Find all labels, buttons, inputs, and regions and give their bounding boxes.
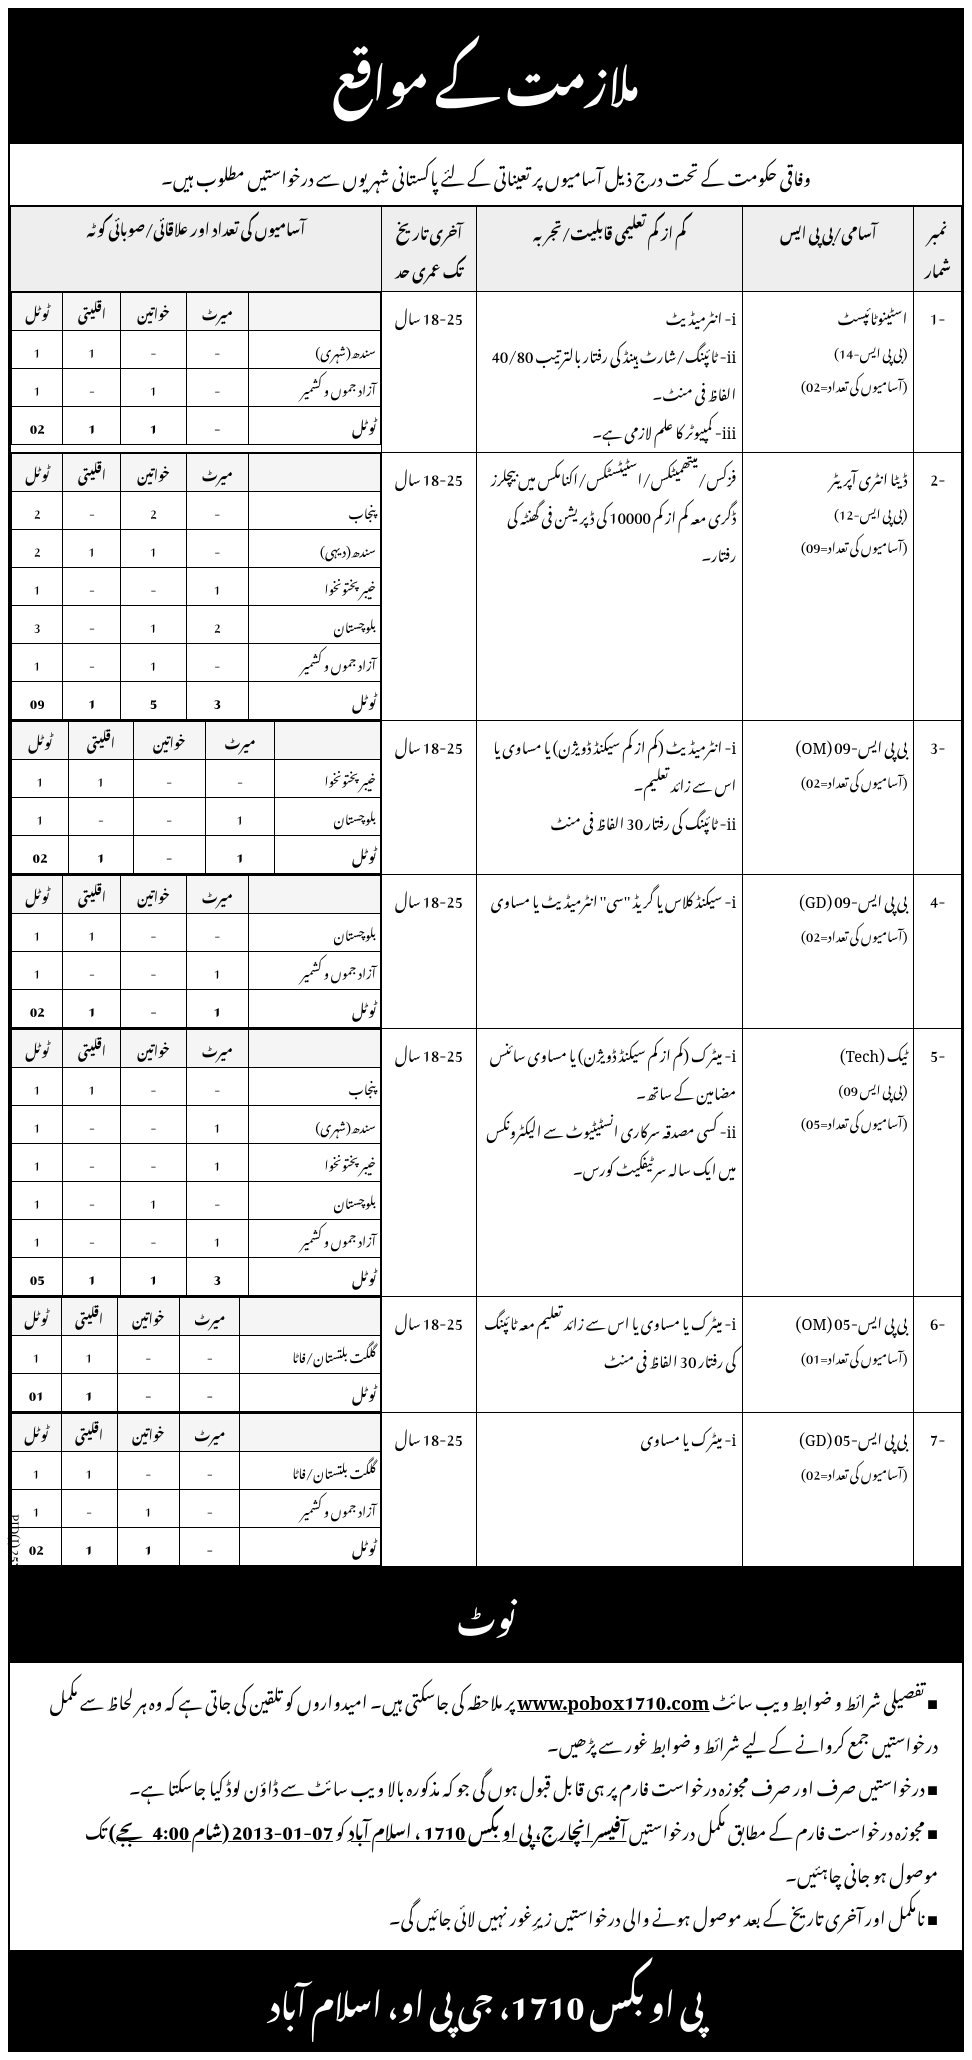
job-row: -1اسٹینوٹائپسٹ(بی پی ایس-14)(آسامیوں کی … — [11, 292, 962, 453]
pid-code: PID(I) 2570/12 — [2, 1514, 32, 1596]
job-ad-page: ملازمت کے مواقع وفاقی حکومت کے تحت درج ذ… — [8, 8, 964, 2052]
note-item: درخواستیں صرف اور صرف مجوزہ درخواست فارم… — [34, 1763, 938, 1806]
col-quota: آسامیوں کی تعداد اور علاقائی/صوبائی کوٹہ — [11, 207, 382, 292]
job-row: -2ڈیٹا انٹری آپریٹر(بی پی ایس-12)(آسامیو… — [11, 453, 962, 721]
job-row: -5ٹیک (Tech)(بی پی ایس 09)(آسامیوں کی تع… — [11, 1029, 962, 1297]
jobs-table: نمبر شمار آسامی/بی پی ایس کم از کم تعلیم… — [10, 206, 962, 1567]
job-row: -3بی پی ایس-09 (OM)(آسامیوں کی تعداد=02)… — [11, 721, 962, 875]
page-title: ملازمت کے مواقع — [10, 10, 962, 144]
job-row: -6بی پی ایس-05 (OM)(آسامیوں کی تعداد=01)… — [11, 1297, 962, 1413]
note-heading: نوٹ — [10, 1567, 962, 1663]
col-age: آخری تاریخ تک عمری حد — [381, 207, 476, 292]
intro-text: وفاقی حکومت کے تحت درج ذیل آسامیوں پر تع… — [10, 144, 962, 206]
col-sr: نمبر شمار — [914, 207, 962, 292]
note-item: نامکمل اور آخری تاریخ کے بعد موصول ہونے … — [34, 1893, 938, 1936]
job-row: -7بی پی ایس-05 (GD)(آسامیوں کی تعداد=02)… — [11, 1413, 962, 1567]
col-qual: کم از کم تعلیمی قابلیت/تجربہ — [477, 207, 743, 292]
note-item: مجوزہ درخواست فارم کے مطابق مکمل درخواست… — [34, 1807, 938, 1893]
job-row: -4بی پی ایس-09 (GD)(آسامیوں کی تعداد=02)… — [11, 875, 962, 1029]
note-item: تفصیلی شرائط و ضوابط ویب سائٹ www.pobox1… — [34, 1677, 938, 1763]
col-post: آسامی/بی پی ایس — [743, 207, 914, 292]
notes-section: تفصیلی شرائط و ضوابط ویب سائٹ www.pobox1… — [10, 1663, 962, 1950]
footer-address: پی او بکس 1710، جی پی او، اسلام آباد — [10, 1950, 962, 2050]
